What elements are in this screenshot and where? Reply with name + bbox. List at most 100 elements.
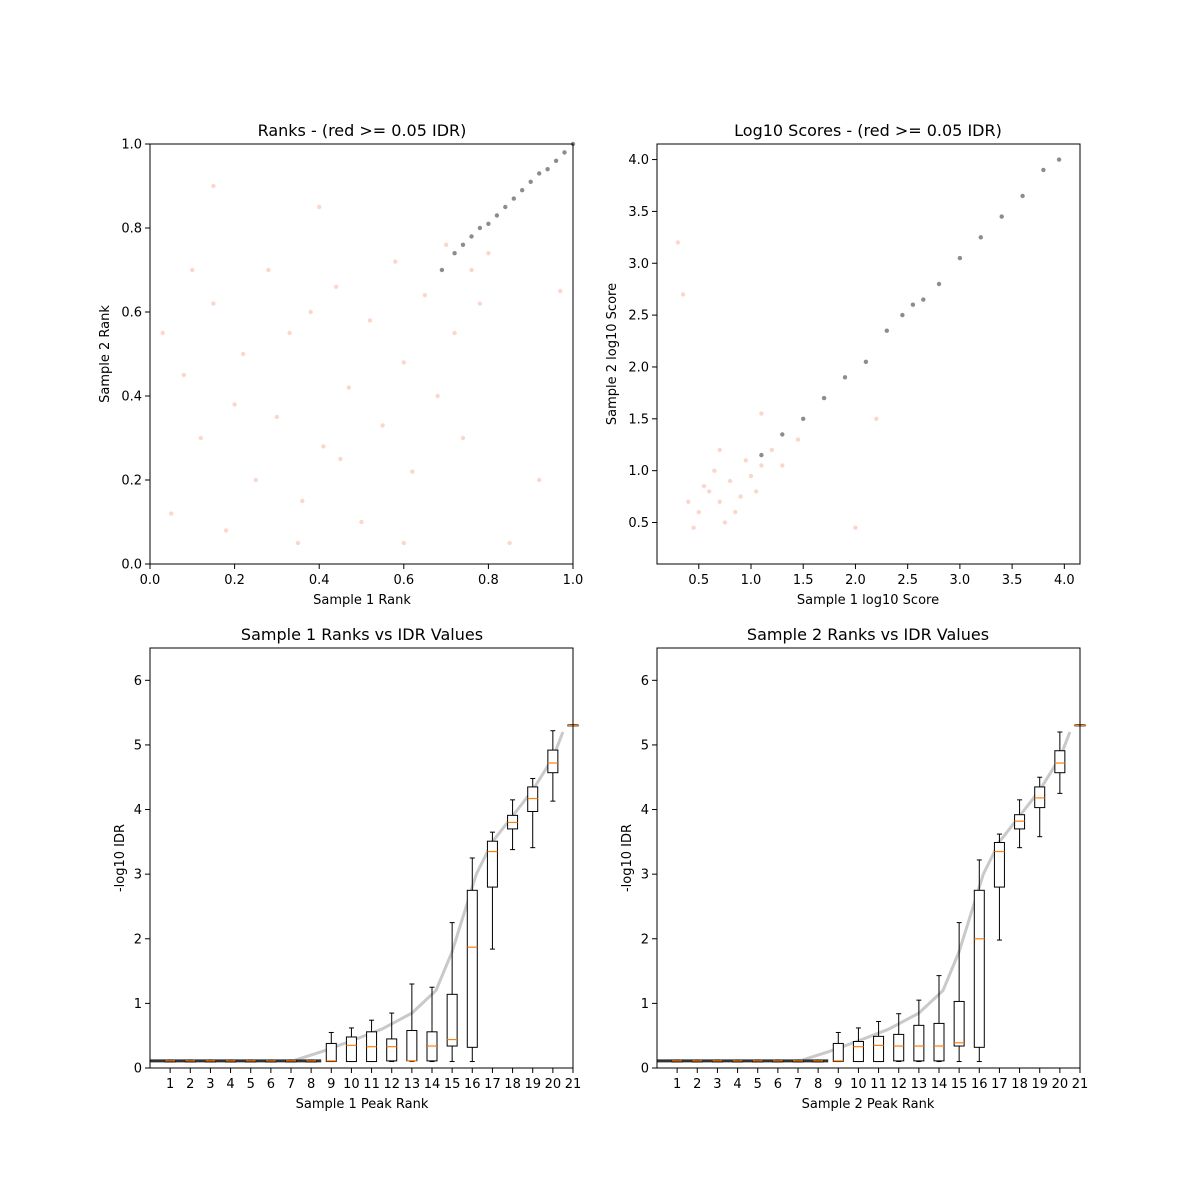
scores-point-fail (769, 447, 775, 453)
sample2-idr-y-tick-label: 3 (641, 868, 649, 883)
scores-x-tick-label: 2.5 (897, 573, 918, 588)
sample1-idr-panel: Sample 1 Ranks vs IDR Values 1 2 3 4 5 6 7 8 9 10… (113, 625, 581, 1112)
sample2-idr-x-tick-label: 5 (754, 1077, 762, 1092)
sample1-idr-x-tick-label: 2 (186, 1077, 194, 1092)
ranks-point-fail (537, 477, 542, 483)
sample1-idr-x-tick-label: 7 (287, 1077, 295, 1092)
sample1-idr-x-tick-label: 3 (206, 1077, 214, 1092)
sample2-idr-y-ticks: 0 1 2 3 4 5 6 (641, 674, 657, 1077)
scores-marks (675, 157, 1062, 530)
sample1-idr-x-tick-label: 16 (464, 1077, 481, 1092)
sample2-idr-x-ticks: 1 2 3 4 5 6 7 8 9 10 11 12 13 14 15 16 17 18 19 20 21 (673, 1068, 1088, 1092)
scores-y-label: Sample 2 log10 Score (605, 283, 620, 425)
scores-y-tick-label: 3.0 (628, 257, 649, 272)
sample2-idr-x-tick-label: 16 (971, 1077, 988, 1092)
ranks-point-pass (477, 225, 483, 231)
scores-y-tick-label: 2.0 (628, 360, 649, 375)
sample1-idr-x-tick-label: 17 (484, 1077, 501, 1092)
ranks-x-tick-label: 0.8 (478, 573, 499, 588)
scores-point-fail (759, 411, 764, 416)
sample2-idr-box (913, 1024, 925, 1062)
scores-point-fail (717, 447, 722, 453)
scores-point-pass (900, 312, 905, 318)
ranks-point-fail (367, 318, 373, 323)
scores-point-pass (884, 328, 889, 333)
sample1-idr-x-tick-label: 9 (327, 1077, 335, 1092)
sample1-idr-peak-points (294, 731, 565, 1062)
scores-point-pass (936, 281, 942, 287)
ranks-point-pass (511, 196, 516, 201)
sample2-idr-x-tick-label: 4 (733, 1077, 741, 1092)
sample2-idr-box (832, 1042, 844, 1063)
sample2-idr-x-tick-label: 14 (931, 1077, 948, 1092)
sample2-idr-y-label: -log10 IDR (620, 824, 635, 892)
ranks-point-fail (160, 330, 165, 336)
ranks-point-fail (253, 477, 258, 483)
sample2-idr-peak-points (801, 731, 1072, 1062)
sample2-idr-x-tick-label: 15 (951, 1077, 968, 1092)
sample1-idr-x-tick-label: 12 (383, 1077, 400, 1092)
scores-point-pass (910, 302, 916, 307)
ranks-x-ticks: 0.0 0.2 0.4 0.6 0.8 1.0 (140, 564, 583, 588)
sample2-idr-x-tick-label: 3 (713, 1077, 721, 1092)
scores-point-fail (717, 499, 722, 504)
scores-point-fail (680, 292, 686, 297)
scores-y-tick-label: 3.5 (628, 205, 649, 220)
sample1-idr-y-tick-label: 3 (134, 868, 142, 883)
sample2-idr-box (873, 1035, 885, 1063)
scores-y-tick-label: 1.0 (628, 464, 649, 479)
scores-point-pass (759, 452, 764, 458)
scores-point-fail (874, 416, 879, 421)
sample2-idr-y-tick-label: 4 (641, 803, 649, 818)
ranks-point-pass (486, 221, 491, 226)
ranks-point-fail (169, 511, 174, 516)
ranks-point-fail (321, 444, 326, 449)
ranks-point-pass (469, 234, 474, 239)
sample2-idr-y-tick-label: 6 (641, 674, 649, 689)
ranks-marks (160, 141, 576, 546)
ranks-point-fail (393, 259, 398, 264)
scores-point-fail (780, 463, 785, 468)
ranks-point-fail (198, 435, 203, 441)
scores-x-tick-label: 3.5 (1002, 573, 1023, 588)
sample2-idr-y-tick-label: 5 (641, 738, 649, 753)
sample1-idr-x-tick-label: 11 (363, 1077, 380, 1092)
sample2-idr-box (993, 841, 1005, 888)
scores-title: Log10 Scores - (red >= 0.05 IDR) (734, 121, 1002, 140)
ranks-point-fail (460, 435, 466, 441)
scores-point-pass (801, 416, 806, 421)
sample1-idr-x-tick-label: 20 (545, 1077, 562, 1092)
scores-point-fail (691, 525, 696, 530)
scores-point-fail (696, 509, 701, 515)
sample2-idr-x-tick-label: 9 (834, 1077, 842, 1092)
sample2-idr-y-tick-label: 0 (641, 1062, 649, 1077)
ranks-point-fail (211, 183, 216, 189)
ranks-point-fail (338, 456, 343, 462)
ranks-point-fail (240, 351, 246, 357)
ranks-point-fail (477, 301, 483, 306)
scores-point-pass (921, 297, 926, 302)
ranks-point-fail (401, 540, 406, 546)
scores-y-tick-label: 4.0 (628, 153, 649, 168)
ranks-point-pass (439, 267, 445, 273)
ranks-y-tick-label: 0.8 (121, 222, 142, 237)
scores-x-tick-label: 4.0 (1054, 573, 1075, 588)
scores-point-fail (707, 489, 712, 494)
ranks-x-tick-label: 0.4 (309, 573, 330, 588)
ranks-x-label: Sample 1 Rank (313, 593, 411, 608)
sample1-idr-x-tick-label: 1 (166, 1077, 174, 1092)
scores-point-pass (978, 235, 983, 240)
ranks-point-pass (460, 242, 466, 247)
ranks-point-fail (469, 267, 474, 273)
sample2-idr-box (1034, 786, 1046, 809)
sample1-idr-box (466, 889, 478, 1048)
scores-x-tick-label: 1.5 (793, 573, 814, 588)
scores-point-pass (821, 395, 827, 401)
scores-x-tick-label: 0.5 (688, 573, 709, 588)
ranks-point-fail (190, 267, 195, 273)
sample1-idr-title: Sample 1 Ranks vs IDR Values (241, 625, 483, 644)
ranks-x-tick-label: 0.0 (140, 573, 161, 588)
scores-point-pass (1020, 193, 1025, 199)
scores-y-tick-label: 2.5 (628, 309, 649, 324)
ranks-y-tick-label: 0.6 (121, 306, 142, 321)
